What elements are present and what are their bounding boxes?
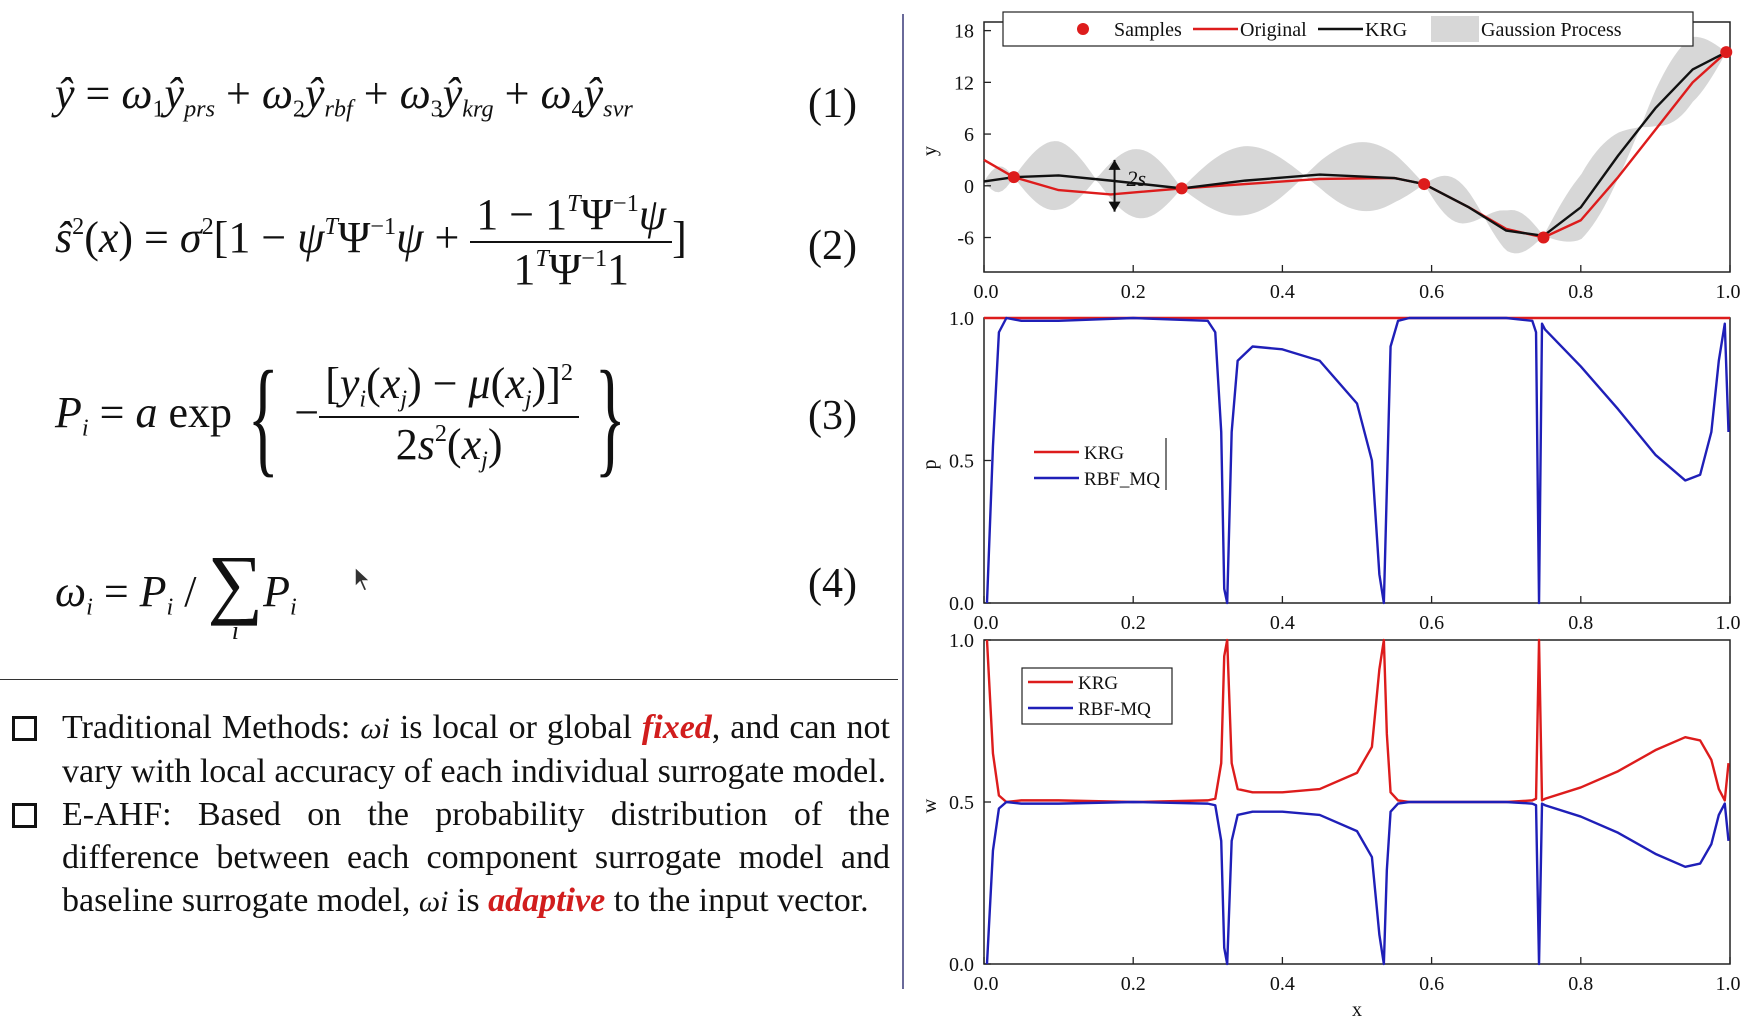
sample-point xyxy=(1007,171,1020,184)
series-line-rbf-mq xyxy=(985,800,1730,966)
series-line-krg xyxy=(983,51,1727,237)
omega-symbol: ωi xyxy=(360,712,390,745)
equation-number-3: (3) xyxy=(808,393,857,439)
legend-label: KRG xyxy=(1078,673,1118,694)
y-tick-label: 0 xyxy=(964,176,974,198)
bullet-text: is local or global xyxy=(389,709,642,746)
x-tick-label: 0.0 xyxy=(974,973,999,995)
equation-4: ωi = Pi / ∑ i Pi xyxy=(55,539,297,646)
legend-label: Gaussion Process xyxy=(1481,19,1622,41)
arrow-head-down-icon xyxy=(1108,201,1121,212)
x-tick-label: 0.2 xyxy=(1121,973,1146,995)
x-tick-label: 1.0 xyxy=(1716,973,1741,995)
legend-label: RBF_MQ xyxy=(1084,469,1160,490)
y-tick-label: 1.0 xyxy=(949,630,974,652)
equation-number-4: (4) xyxy=(808,561,857,607)
y-tick-label: -6 xyxy=(957,228,974,250)
emphasis-text: fixed xyxy=(641,709,712,746)
bullet-text: is xyxy=(448,882,489,919)
bullet-e-ahf: E-AHF: Based on the probability distribu… xyxy=(6,793,890,923)
legend-label: RBF-MQ xyxy=(1078,699,1151,720)
y-tick-label: 1.0 xyxy=(949,308,974,330)
y-axis-label: w xyxy=(919,798,941,813)
equation-number-1: (1) xyxy=(808,81,857,127)
legend-swatch-gaussian-process xyxy=(1431,16,1479,42)
plot-frame xyxy=(983,21,1731,273)
square-bullet-icon xyxy=(12,716,37,741)
x-tick-label: 0.4 xyxy=(1270,281,1295,303)
y-axis-label: y xyxy=(919,146,941,156)
y-tick-label: 12 xyxy=(954,72,974,94)
bullet-text: Traditional Methods: xyxy=(62,709,361,746)
x-tick-label: 0.4 xyxy=(1270,973,1295,995)
x-tick-label: 0.8 xyxy=(1568,281,1593,303)
bullet-list: Traditional Methods: ωi is local or glob… xyxy=(6,706,890,923)
bullet-text: to the input vector. xyxy=(605,882,869,919)
sample-point xyxy=(1537,231,1550,244)
y-axis-label: p xyxy=(919,460,941,470)
x-axis-label: x xyxy=(1352,999,1362,1021)
series-line-original xyxy=(983,51,1728,239)
x-tick-label: 0.8 xyxy=(1568,612,1593,634)
x-tick-label: 0.0 xyxy=(974,281,999,303)
column-divider xyxy=(902,14,904,989)
plot-frame xyxy=(983,317,1731,604)
y-tick-label: 0.5 xyxy=(949,792,974,814)
legend-box xyxy=(1002,11,1694,47)
bullet-traditional-methods: Traditional Methods: ωi is local or glob… xyxy=(6,706,890,793)
x-tick-label: 0.8 xyxy=(1568,973,1593,995)
x-tick-label: 1.0 xyxy=(1716,612,1741,634)
mouse-cursor-icon xyxy=(354,565,372,592)
x-tick-label: 0.6 xyxy=(1419,281,1444,303)
y-tick-label: 18 xyxy=(954,21,974,43)
y-tick-label: 6 xyxy=(964,124,974,146)
emphasis-text: adaptive xyxy=(488,882,606,919)
x-tick-label: 0.4 xyxy=(1270,612,1295,634)
sample-point xyxy=(1720,46,1733,59)
square-bullet-icon xyxy=(12,803,37,828)
y-tick-label: 0.0 xyxy=(949,593,974,615)
equation-2: ŝ2(x) = σ2[1 − ψTΨ−1ψ + 1 − 1TΨ−1ψ 1TΨ−11… xyxy=(55,190,687,295)
x-tick-label: 0.2 xyxy=(1121,612,1146,634)
bullet-text: , and can not vary with local accuracy o… xyxy=(62,709,891,790)
equation-3: Pi = a exp{− [yi(xj) − μ(xj)]2 2s2(xj)} xyxy=(55,345,626,489)
legend-label: Original xyxy=(1240,19,1307,41)
gaussian-process-band xyxy=(984,36,1727,254)
sample-point xyxy=(1418,178,1431,191)
x-tick-label: 0.6 xyxy=(1419,612,1444,634)
x-tick-label: 0.0 xyxy=(974,612,999,634)
series-line-rbf-mq xyxy=(985,316,1730,605)
x-tick-label: 0.2 xyxy=(1121,281,1146,303)
omega-symbol: ωi xyxy=(418,885,449,918)
arrow-head-up-icon xyxy=(1108,159,1121,170)
equation-1: ŷ = ω1ŷprs + ω2ŷrbf + ω3ŷkrg + ω4ŷsvr xyxy=(55,69,633,123)
y-tick-label: 0.0 xyxy=(949,954,974,976)
bullet-text: E-AHF: Based on the probability distribu… xyxy=(62,796,890,919)
legend-marker-samples xyxy=(1077,23,1089,35)
sample-point xyxy=(1175,182,1188,195)
legend-label: KRG xyxy=(1365,19,1407,41)
equation-number-2: (2) xyxy=(808,223,857,269)
x-tick-label: 0.6 xyxy=(1419,973,1444,995)
y-tick-label: 0.5 xyxy=(949,451,974,473)
legend-label: Samples xyxy=(1114,19,1182,41)
series-line-krg xyxy=(985,638,1730,804)
annotation-label: 2s xyxy=(1127,166,1147,191)
section-divider xyxy=(0,679,898,680)
legend-label: KRG xyxy=(1084,443,1124,464)
x-tick-label: 1.0 xyxy=(1716,281,1741,303)
legend-box xyxy=(1021,667,1173,725)
plot-frame xyxy=(983,639,1731,965)
